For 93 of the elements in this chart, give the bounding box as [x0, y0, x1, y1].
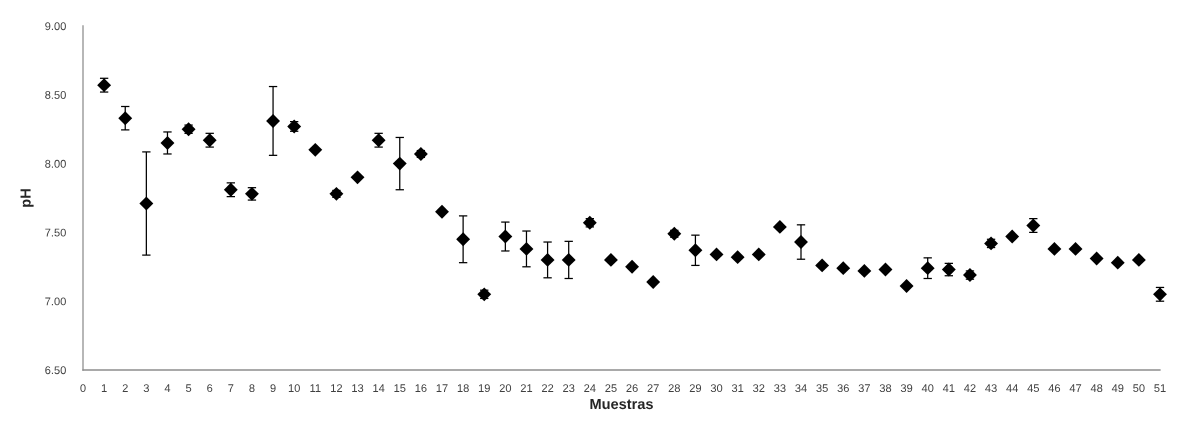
x-tick-label: 4: [164, 384, 171, 392]
x-tick-label: 10: [288, 384, 300, 393]
point: [561, 252, 576, 267]
x-tick-label: 3: [143, 384, 149, 393]
point: [456, 232, 471, 247]
x-tick-label: 42: [964, 384, 976, 392]
x-tick-label: 39: [900, 384, 913, 393]
point: [498, 229, 513, 244]
x-tick-label: 16: [415, 384, 427, 393]
point: [118, 111, 133, 126]
point: [751, 247, 766, 262]
x-tick-label: 9: [270, 384, 276, 393]
point: [625, 259, 639, 274]
x-tick-label: 41: [942, 384, 955, 392]
x-tick-label: 37: [858, 384, 870, 393]
point: [878, 262, 893, 277]
point: [1068, 241, 1083, 256]
x-tick-label: 27: [647, 384, 659, 392]
point: [1089, 251, 1104, 266]
x-tick-label: 45: [1027, 384, 1040, 393]
x-tick-label: 14: [373, 384, 385, 392]
x-tick-label: 29: [689, 384, 702, 393]
x-tick-label: 34: [795, 384, 807, 393]
x-tick-label: 24: [584, 384, 596, 392]
x-tick-label: 8: [249, 384, 255, 393]
x-tick-label: 21: [520, 384, 533, 392]
x-tick-label: 43: [985, 384, 997, 393]
point: [519, 241, 534, 256]
x-tick-label: 19: [478, 384, 490, 393]
x-tick-label: 32: [753, 384, 765, 393]
point: [160, 136, 175, 150]
point: [815, 258, 830, 273]
point: [920, 261, 935, 276]
x-tick-label: 36: [837, 384, 849, 393]
x-tick-label: 51: [1154, 384, 1166, 393]
point: [772, 219, 787, 234]
x-tick-label: 7: [228, 384, 234, 392]
point: [899, 279, 914, 294]
x-tick-label: 12: [331, 384, 343, 392]
x-tick-label: 22: [541, 384, 554, 392]
point: [139, 196, 154, 211]
point: [604, 252, 618, 267]
point: [266, 114, 280, 128]
x-tick-label: 48: [1090, 384, 1103, 393]
y-tick-label: 9.00: [45, 22, 66, 31]
x-tick-label: 38: [879, 384, 892, 393]
point: [1131, 252, 1146, 267]
point: [540, 252, 555, 267]
point: [1110, 255, 1125, 270]
x-tick-label: 46: [1048, 384, 1061, 393]
point: [730, 250, 745, 265]
x-tick-label: 25: [605, 384, 617, 393]
point: [836, 261, 851, 276]
x-tick-label: 30: [710, 384, 723, 393]
y-tick-label: 7.00: [45, 297, 66, 306]
point: [1047, 241, 1062, 256]
point: [392, 156, 407, 171]
y-tick-label: 6.50: [45, 366, 66, 375]
x-tick-label: 50: [1133, 384, 1145, 393]
point: [646, 274, 661, 289]
x-tick-label: 15: [394, 384, 406, 393]
x-tick-label: 28: [668, 384, 680, 393]
x-tick-label: 31: [731, 384, 744, 393]
point: [857, 263, 872, 278]
point: [435, 204, 449, 219]
point: [1005, 229, 1020, 244]
x-tick-label: 11: [310, 384, 321, 392]
x-tick-label: 47: [1069, 384, 1082, 392]
x-tick-label: 13: [352, 384, 364, 393]
x-tick-label: 33: [774, 384, 786, 393]
x-axis-title: Muestras: [590, 398, 653, 410]
point: [350, 170, 365, 185]
x-tick-label: 0: [80, 384, 86, 393]
y-tick-label: 8.50: [45, 91, 66, 99]
x-tick-label: 6: [207, 384, 213, 393]
y-tick-label: 7.50: [45, 228, 66, 237]
x-tick-label: 2: [122, 384, 128, 392]
x-tick-label: 26: [626, 384, 638, 393]
y-axis-title: pH: [20, 189, 34, 207]
x-tick-label: 40: [921, 384, 934, 393]
x-tick-label: 20: [499, 384, 512, 393]
x-tick-label: 1: [101, 384, 107, 392]
x-tick-label: 5: [185, 384, 192, 393]
x-tick-label: 44: [1006, 384, 1019, 392]
point: [709, 247, 724, 262]
point: [308, 142, 323, 157]
y-tick-label: 8.00: [45, 159, 66, 168]
x-tick-label: 49: [1111, 384, 1124, 393]
x-tick-label: 18: [457, 384, 469, 393]
x-tick-label: 23: [563, 384, 575, 393]
x-tick-label: 17: [436, 384, 448, 392]
point: [688, 243, 703, 258]
x-tick-label: 35: [816, 384, 828, 393]
